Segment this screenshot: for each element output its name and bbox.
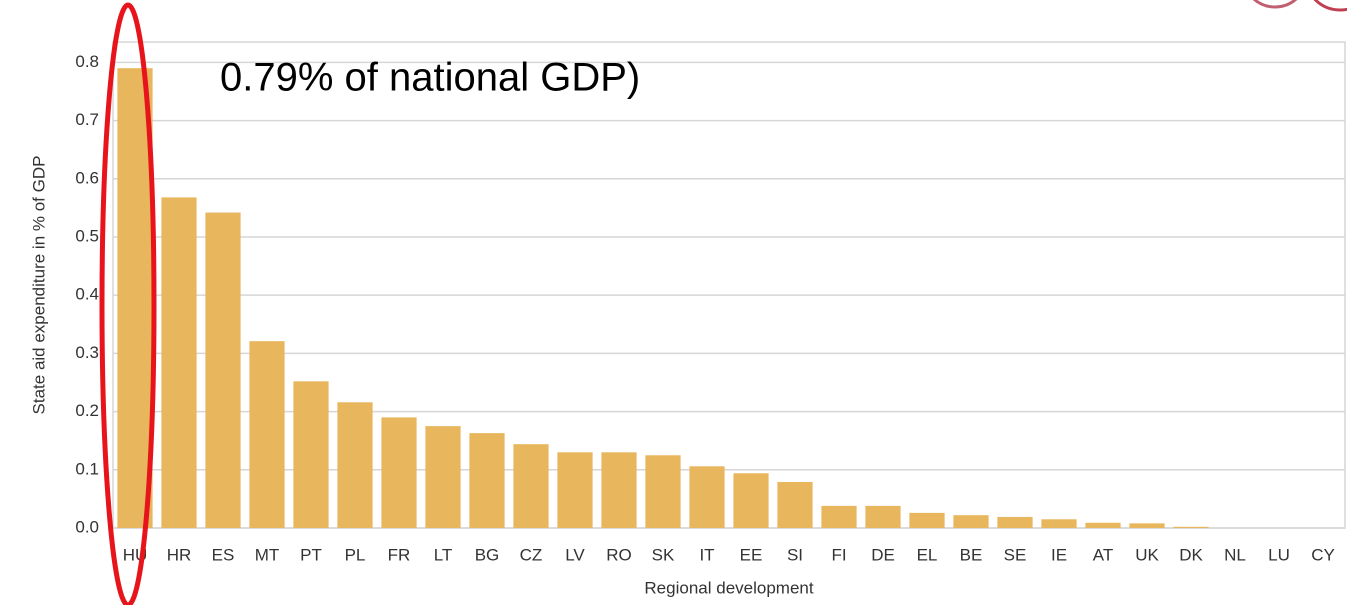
- x-tick-label: ES: [212, 545, 235, 564]
- x-tick-label: HR: [167, 545, 192, 564]
- x-tick-label: DE: [871, 545, 895, 564]
- x-tick-label: IE: [1051, 545, 1067, 564]
- bar: [733, 473, 769, 528]
- highlight-ellipse: [99, 2, 157, 605]
- y-tick-label: 0.8: [75, 52, 99, 71]
- bar: [513, 444, 549, 528]
- x-tick-label: IT: [699, 545, 714, 564]
- y-tick-label: 0.7: [75, 110, 99, 129]
- x-tick-label: PT: [300, 545, 322, 564]
- y-tick-label: 0.6: [75, 168, 99, 187]
- marks: 0.00.10.20.30.40.50.60.70.8HU HR ES MT PT PL F…: [75, 52, 1345, 564]
- bar: [997, 516, 1033, 528]
- x-tick-label: UK: [1135, 545, 1159, 564]
- bar: [865, 505, 901, 528]
- bar: [1129, 523, 1165, 528]
- y-tick-label: 0.4: [75, 285, 99, 304]
- bar: [117, 68, 153, 528]
- x-tick-label: LT: [434, 545, 453, 564]
- x-tick-label: PL: [345, 545, 366, 564]
- x-tick-label: FR: [388, 545, 411, 564]
- bar: [953, 515, 989, 528]
- bar: [205, 212, 241, 528]
- x-tick-label: AT: [1093, 545, 1113, 564]
- bar: [909, 512, 945, 528]
- x-tick-label: SI: [787, 545, 803, 564]
- x-tick-label: FI: [831, 545, 846, 564]
- bar: [601, 452, 637, 528]
- x-tick-label: CZ: [520, 545, 543, 564]
- logo: [1252, 0, 1298, 9]
- x-tick-label: BE: [960, 545, 983, 564]
- y-tick-label: 0.0: [75, 517, 99, 536]
- bar: [381, 417, 417, 528]
- bar: [425, 426, 461, 528]
- x-tick-label: EL: [917, 545, 938, 564]
- logo: [1313, 0, 1347, 12]
- x-axis-label: Regional development: [644, 578, 813, 597]
- x-tick-label: BG: [475, 545, 500, 564]
- bar: [821, 505, 857, 528]
- bar: [469, 433, 505, 528]
- y-tick-label: 0.3: [75, 343, 99, 362]
- bar: [557, 452, 593, 528]
- x-tick-label: EE: [740, 545, 763, 564]
- annotation: 0.79% of national GDP): [220, 56, 640, 100]
- bar: [161, 197, 197, 528]
- y-tick-label: 0.2: [75, 401, 99, 420]
- x-tick-label: RO: [606, 545, 632, 564]
- bar: [249, 341, 285, 528]
- bar: [777, 482, 813, 528]
- bar: [689, 466, 725, 528]
- bar: [1085, 522, 1121, 528]
- bar: [337, 402, 373, 528]
- x-tick-label: LV: [565, 545, 585, 564]
- x-tick-label: LU: [1268, 545, 1290, 564]
- x-tick-label: DK: [1179, 545, 1203, 564]
- bar: [1173, 526, 1209, 528]
- bar: [1041, 519, 1077, 528]
- bar: [645, 455, 681, 528]
- x-tick-label: MT: [255, 545, 280, 564]
- x-tick-label: NL: [1224, 545, 1246, 564]
- x-tick-label: CY: [1311, 545, 1335, 564]
- x-tick-label: SK: [652, 545, 675, 564]
- x-tick-label: SE: [1004, 545, 1027, 564]
- bar: [293, 381, 329, 528]
- y-tick-label: 0.5: [75, 226, 99, 245]
- y-axis-label: State aid expenditure in % of GDP: [29, 156, 48, 415]
- y-tick-label: 0.1: [75, 459, 99, 478]
